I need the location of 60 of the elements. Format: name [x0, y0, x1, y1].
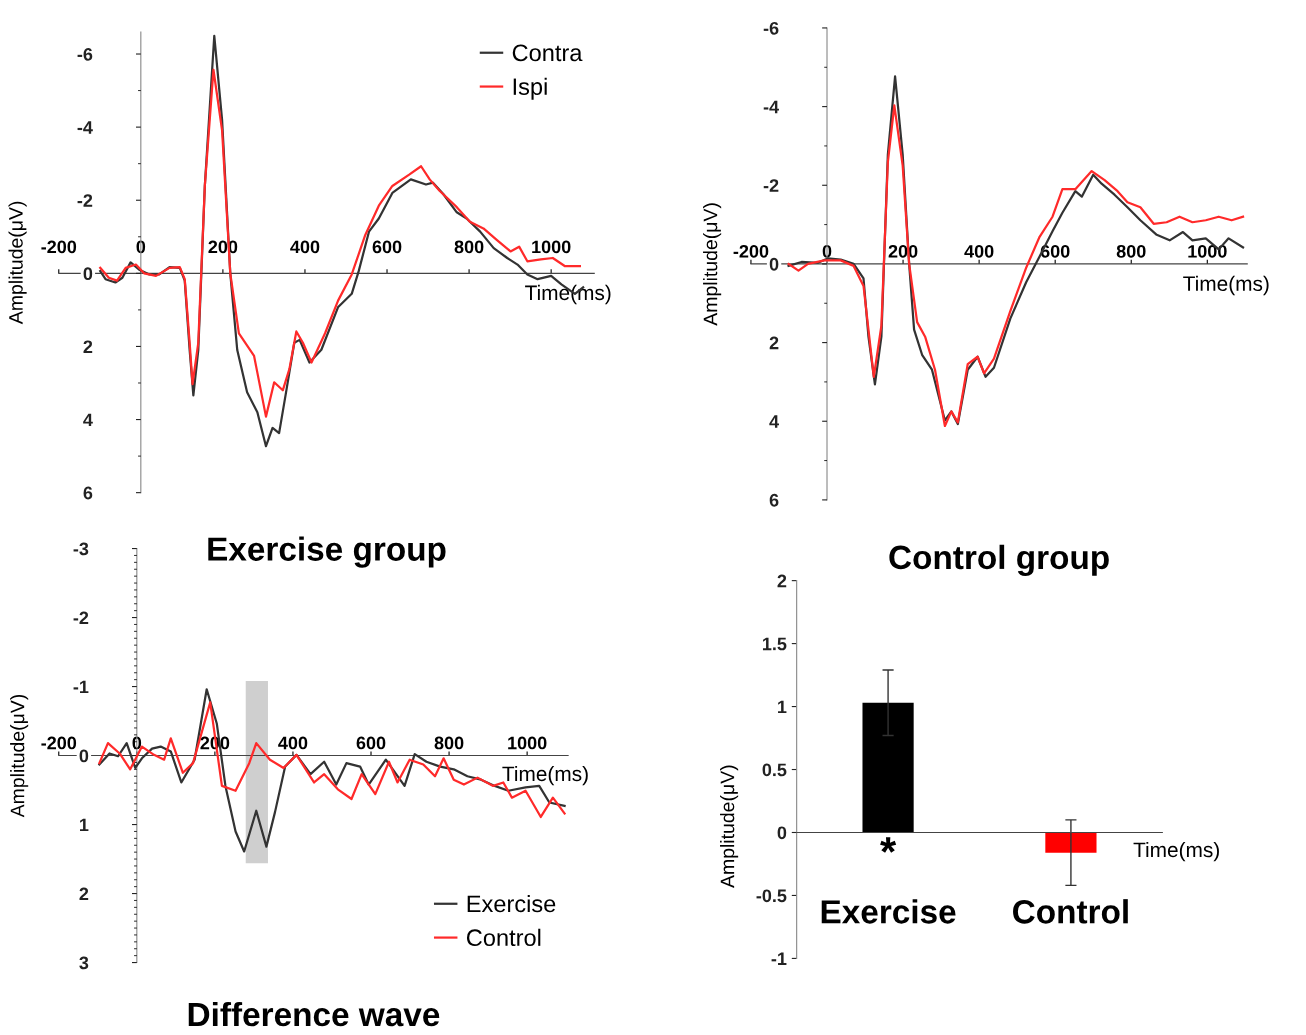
y-tick-label: -4 [77, 121, 93, 134]
y-axis-title: Amplitude(μV) [10, 694, 29, 818]
y-tick-label: 0 [83, 267, 93, 281]
y-tick-label: 4 [83, 413, 93, 427]
annotation: * [880, 837, 897, 853]
y-tick-label: 2 [769, 336, 779, 350]
y-tick-label: 2 [83, 340, 93, 353]
y-tick-label: -3 [73, 542, 89, 556]
legend-label: Control [466, 928, 541, 947]
y-tick-label: -6 [77, 47, 93, 61]
y-tick-label: -1 [73, 680, 89, 694]
y-tick-label: -2 [77, 194, 93, 207]
x-tick-label: 0 [136, 240, 146, 254]
y-tick-label: 1 [778, 700, 787, 714]
x-tick-label: 800 [454, 240, 484, 254]
x-tick-label: 400 [278, 736, 308, 750]
y-tick-label: 1 [80, 818, 89, 832]
y-tick-label: 0 [777, 826, 787, 840]
x-tick-label: 600 [372, 240, 402, 254]
y-tick-label: -2 [73, 611, 89, 625]
x-tick-label: 0 [822, 244, 832, 258]
y-tick-label: -0.5 [756, 889, 787, 903]
y-tick-label: -1 [771, 952, 787, 965]
legend-label: Ispi [513, 77, 547, 100]
x-tick-label: -200 [41, 736, 77, 750]
x-tick-label: 400 [964, 244, 994, 258]
y-tick-label: 0 [79, 749, 89, 763]
x-tick-label: 800 [1116, 244, 1146, 258]
y-tick-label: 4 [769, 415, 779, 428]
y-tick-label: 6 [769, 493, 779, 507]
x-axis-title: Time(ms) [525, 284, 611, 305]
y-tick-label: 6 [83, 486, 93, 500]
y-tick-label: -4 [763, 100, 779, 114]
x-tick-label: 1000 [1188, 244, 1227, 258]
y-tick-label: 2 [777, 574, 787, 588]
x-tick-label: -200 [733, 244, 769, 258]
x-tick-label: 1000 [508, 736, 547, 750]
y-tick-label: 1.5 [762, 637, 787, 651]
y-tick-label: -6 [763, 21, 779, 35]
y-tick-label: 3 [79, 956, 89, 970]
y-tick-label: 0 [769, 257, 779, 271]
x-tick-label: 800 [434, 736, 464, 750]
y-axis-title: Amplitude(μV) [720, 765, 739, 888]
y-tick-label: -2 [763, 179, 779, 192]
text: Control group [889, 544, 1109, 576]
x-tick-label: 1000 [532, 240, 571, 254]
x-tick-label: 400 [290, 240, 320, 254]
y-axis-title: Amplitude(μV) [8, 201, 27, 325]
y-tick-label: 0.5 [762, 763, 787, 777]
x-tick-label: 0 [132, 736, 142, 750]
x-axis-title: Time(ms) [502, 765, 588, 786]
legend-label: Contra [512, 44, 583, 62]
y-tick-label: 2 [79, 887, 89, 901]
x-axis-title: Time(ms) [1133, 841, 1219, 862]
text: Exercise group [208, 536, 446, 568]
x-tick-label: -200 [41, 240, 77, 254]
text: Difference wave [188, 1001, 440, 1027]
x-tick-label: 600 [356, 736, 386, 750]
y-axis-title: Amplitude(μV) [703, 203, 722, 326]
x-axis-title: Time(ms) [1183, 275, 1269, 296]
